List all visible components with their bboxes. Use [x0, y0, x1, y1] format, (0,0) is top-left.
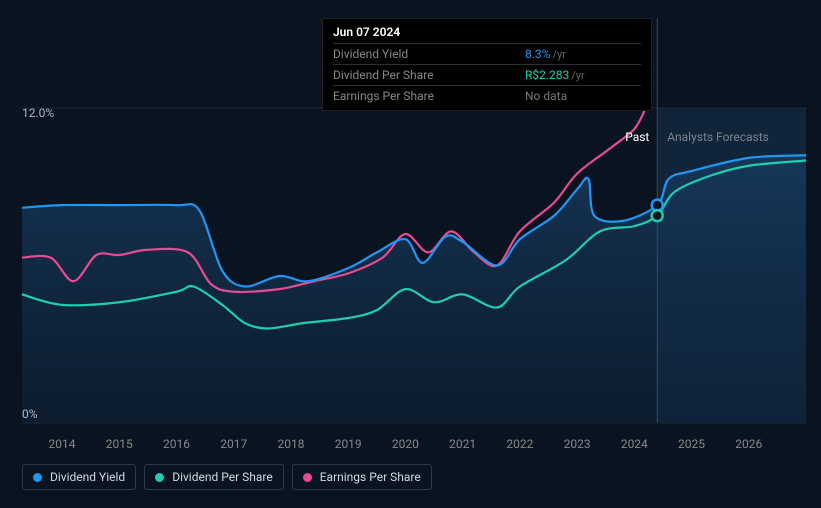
tooltip-date: Jun 07 2024 [333, 25, 641, 43]
tooltip-row-label: Dividend Per Share [333, 65, 509, 86]
x-tick-2018: 2018 [277, 437, 304, 451]
x-tick-2021: 2021 [449, 437, 476, 451]
x-tick-2014: 2014 [49, 437, 76, 451]
legend-item-dividend-yield[interactable]: Dividend Yield [22, 464, 136, 490]
forecast-label: Analysts Forecasts [667, 130, 769, 144]
x-tick-2024: 2024 [621, 437, 648, 451]
chart-legend: Dividend Yield Dividend Per Share Earnings… [22, 464, 432, 490]
x-tick-2023: 2023 [564, 437, 591, 451]
legend-item-dividend-per-share[interactable]: Dividend Per Share [144, 464, 284, 490]
x-tick-2015: 2015 [106, 437, 133, 451]
legend-dot-icon [303, 473, 312, 482]
legend-label: Dividend Per Share [172, 470, 273, 484]
tooltip-row-value: R$2.283/yr [509, 65, 641, 86]
x-tick-2025: 2025 [678, 437, 705, 451]
tooltip-row: Dividend Per ShareR$2.283/yr [333, 65, 641, 86]
y-axis-max-label: 12.0% [22, 106, 54, 120]
past-label: Past [625, 130, 649, 144]
tooltip-row-label: Dividend Yield [333, 44, 509, 65]
tooltip-row: Earnings Per ShareNo data [333, 86, 641, 107]
legend-label: Dividend Yield [50, 470, 125, 484]
x-tick-2017: 2017 [220, 437, 247, 451]
legend-dot-icon [155, 473, 164, 482]
tooltip-row-value: 8.3%/yr [509, 44, 641, 65]
tooltip-row-label: Earnings Per Share [333, 86, 509, 107]
hover-tooltip: Jun 07 2024 Dividend Yield8.3%/yrDividen… [322, 18, 652, 111]
x-tick-2022: 2022 [506, 437, 533, 451]
x-tick-2020: 2020 [392, 437, 419, 451]
x-tick-2019: 2019 [335, 437, 362, 451]
dividend-per-share-marker [652, 210, 663, 221]
x-tick-2016: 2016 [163, 437, 190, 451]
tooltip-row: Dividend Yield8.3%/yr [333, 44, 641, 65]
legend-label: Earnings Per Share [320, 470, 421, 484]
legend-item-earnings-per-share[interactable]: Earnings Per Share [292, 464, 432, 490]
dividend-yield-area [22, 155, 806, 423]
y-axis-min-label: 0% [22, 407, 38, 421]
dividend-chart: 12.0% 0% 2014 2015 2016 2017 2018 2019 2020 202… [0, 0, 821, 508]
legend-dot-icon [33, 473, 42, 482]
x-tick-2026: 2026 [735, 437, 762, 451]
tooltip-row-value: No data [509, 86, 641, 107]
